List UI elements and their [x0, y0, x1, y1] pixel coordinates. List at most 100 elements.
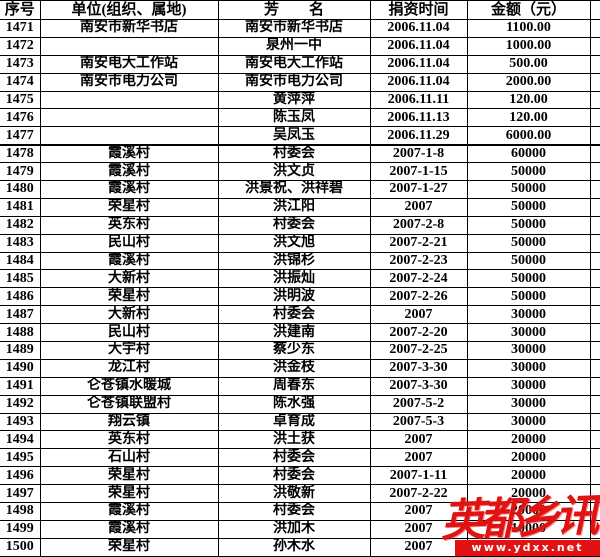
cell-date: 2007 [369, 305, 468, 325]
header-no: 序号 [0, 0, 41, 20]
cell-date: 2007-2-21 [369, 233, 468, 253]
cell-unit: 石山村 [39, 448, 219, 468]
cell-amount: 120.00 [466, 108, 591, 128]
cell-name: 卓育成 [217, 412, 371, 432]
cell-name: 洪明波 [217, 287, 371, 307]
table-row: 1495 石山村 村委会 2007 20000 [0, 448, 600, 468]
cell-name: 洪锦杉 [217, 251, 371, 271]
cell-amount: 1100.00 [466, 19, 591, 38]
cell-amount: 50000 [466, 197, 591, 217]
cell-unit: 霞溪村 [39, 143, 219, 164]
table-row: 1479 霞溪村 洪文贞 2007-1-15 50000 [0, 162, 600, 182]
cell-unit: 荣星村 [39, 466, 219, 486]
table-row: 1496 荣星村 村委会 2007-1-11 20000 [0, 466, 600, 486]
cell-amount: 30000 [466, 358, 591, 378]
table-row: 1474 南安市电力公司 南安市电力公司 2006.11.04 2000.00 [0, 72, 600, 92]
table-row: 1485 大新村 洪振灿 2007-2-24 50000 [0, 269, 600, 289]
cell-no: 1496 [0, 466, 41, 486]
cell-date: 2007-2-26 [369, 287, 468, 307]
cell-no: 1476 [0, 108, 41, 128]
gridline-stub [589, 305, 600, 325]
cell-name: 蔡少东 [217, 341, 371, 360]
cell-no: 1481 [0, 197, 41, 217]
gridline-stub [589, 430, 600, 450]
gridline-stub [589, 0, 600, 20]
cell-date: 2006.11.29 [369, 126, 468, 146]
cell-date: 2007-5-2 [369, 394, 468, 414]
cell-date: 2007-2-23 [369, 251, 468, 271]
cell-name: 洪建南 [217, 323, 371, 343]
gridline-stub [589, 466, 600, 486]
cell-name: 村委会 [217, 448, 371, 468]
cell-amount: 30000 [466, 412, 591, 432]
cell-date: 2007 [369, 430, 468, 450]
cell-date: 2007-1-15 [369, 162, 468, 182]
cell-no: 1495 [0, 448, 41, 468]
cell-date: 2006.11.04 [369, 72, 468, 92]
cell-unit: 大新村 [39, 305, 219, 325]
cell-name: 孙木水 [217, 537, 371, 557]
cell-date: 2007-1-27 [369, 180, 468, 199]
table-row: 1493 翔云镇 卓育成 2007-5-3 30000 [0, 412, 600, 432]
cell-no: 1499 [0, 519, 41, 539]
cell-name: 洪敬新 [217, 484, 371, 504]
gridline-stub [589, 394, 600, 414]
cell-unit [39, 90, 219, 110]
cell-amount: 10000 [466, 519, 591, 539]
cell-no: 1500 [0, 537, 41, 557]
gridline-stub [589, 143, 600, 164]
cell-unit: 民山村 [39, 233, 219, 253]
cell-amount: 2000.00 [466, 72, 591, 92]
cell-amount: 50000 [466, 215, 591, 235]
cell-unit: 英东村 [39, 215, 219, 235]
cell-unit: 大宇村 [39, 341, 219, 360]
cell-unit: 霞溪村 [39, 162, 219, 182]
table-body: 1471 南安市新华书店 南安市新华书店 2006.11.04 1100.00 1472 泉… [0, 19, 600, 557]
cell-amount: 50000 [466, 251, 591, 271]
cell-name: 泉州一中 [217, 36, 371, 56]
cell-date: 2007-2-22 [369, 484, 468, 504]
cell-amount: 20000 [466, 466, 591, 486]
gridline-stub [589, 251, 600, 271]
cell-unit: 南安电大工作站 [39, 54, 219, 74]
cell-no: 1480 [0, 180, 41, 199]
gridline-stub [589, 54, 600, 74]
cell-name: 村委会 [217, 466, 371, 486]
cell-unit: 荣星村 [39, 537, 219, 557]
table-row: 1484 霞溪村 洪锦杉 2007-2-23 50000 [0, 251, 600, 271]
cell-unit: 英东村 [39, 430, 219, 450]
cell-no: 1483 [0, 233, 41, 253]
gridline-stub [589, 412, 600, 432]
cell-amount: 1000.00 [466, 36, 591, 56]
cell-date: 2007-2-25 [369, 341, 468, 360]
gridline-stub [589, 197, 600, 217]
cell-name: 村委会 [217, 215, 371, 235]
cell-name: 村委会 [217, 143, 371, 164]
table-row: 1499 霞溪村 洪加木 2007 10000 [0, 519, 600, 539]
cell-name: 洪景祝、洪祥碧 [217, 180, 371, 199]
cell-no: 1471 [0, 19, 41, 38]
cell-no: 1477 [0, 126, 41, 146]
header-row: 序号 单位(组织、属地) 芳 名 捐资时间 金额（元） [0, 0, 600, 20]
cell-date: 2006.11.04 [369, 36, 468, 56]
cell-amount: 30000 [466, 376, 591, 396]
cell-unit: 荣星村 [39, 197, 219, 217]
cell-amount: 50000 [466, 233, 591, 253]
header-date: 捐资时间 [369, 0, 468, 20]
table-row: 1475 黄萍萍 2006.11.11 120.00 [0, 90, 600, 110]
cell-date: 2006.11.04 [369, 19, 468, 38]
table-row: 1494 英东村 洪土获 2007 20000 [0, 430, 600, 450]
table-row: 1487 大新村 村委会 2007 30000 [0, 305, 600, 325]
header-name: 芳 名 [217, 0, 371, 20]
header-unit: 单位(组织、属地) [39, 0, 219, 20]
gridline-stub [589, 358, 600, 378]
cell-unit: 霞溪村 [39, 519, 219, 539]
cell-amount: 30000 [466, 341, 591, 360]
cell-amount: 60000 [466, 143, 591, 164]
cell-date: 2006.11.04 [369, 54, 468, 74]
cell-no: 1479 [0, 162, 41, 182]
cell-name: 黄萍萍 [217, 90, 371, 110]
cell-unit: 荣星村 [39, 287, 219, 307]
gridline-stub [589, 376, 600, 396]
gridline-stub [589, 126, 600, 146]
